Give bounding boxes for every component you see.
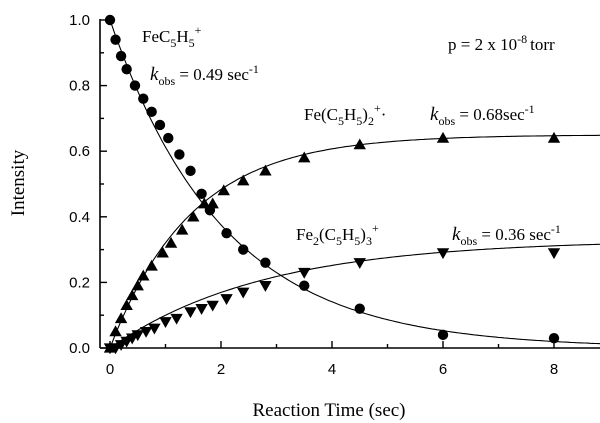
data-point-triangle-up <box>145 259 158 271</box>
data-point-triangle-up <box>259 164 272 176</box>
data-points <box>103 14 561 355</box>
y-tick-label: 1.0 <box>69 12 90 29</box>
axis-ticks: 0 2 4 6 8 0.0 0.2 0.4 0.6 0.8 1.0 <box>69 12 558 378</box>
data-point-triangle-up <box>206 197 219 209</box>
data-point-triangle-down <box>131 330 144 342</box>
data-point-triangle-down <box>148 323 161 335</box>
x-tick-label: 2 <box>217 361 225 378</box>
series-label-fec5h5: FeC5H5+ <box>142 23 202 50</box>
data-point-triangle-down <box>547 248 561 260</box>
data-point-triangle-up <box>126 289 139 301</box>
y-tick-label: 0.8 <box>69 78 90 95</box>
data-point-circle <box>121 63 132 75</box>
data-point-circle <box>185 165 196 177</box>
data-point-triangle-up <box>156 246 169 258</box>
kobs-label-fec5h5: kobs = 0.49 sec-1 <box>150 62 259 88</box>
data-point-triangle-down <box>206 300 219 312</box>
data-point-triangle-up <box>547 131 561 143</box>
data-point-triangle-up <box>137 269 150 281</box>
data-point-triangle-down <box>298 267 311 279</box>
data-point-triangle-up <box>237 174 250 186</box>
data-point-triangle-up <box>198 197 211 209</box>
y-tick-label: 0.6 <box>69 143 90 160</box>
data-point-circle <box>548 332 560 344</box>
data-point-circle <box>260 257 271 268</box>
data-point-triangle-down <box>195 303 208 315</box>
series-label-fe-c5h5-2: Fe(C5H5)2+· <box>304 101 386 128</box>
data-point-circle <box>146 106 157 118</box>
y-axis-title: Intensity <box>8 149 29 216</box>
data-point-triangle-up <box>217 184 230 196</box>
y-tick-label: 0.0 <box>69 340 90 357</box>
data-point-triangle-down <box>170 313 183 325</box>
data-point-triangle-down <box>139 326 153 338</box>
data-point-circle <box>238 244 249 255</box>
data-point-triangle-up <box>175 223 189 235</box>
kobs-label-fe2-c5h5-3: kobs = 0.36 sec-1 <box>452 222 561 248</box>
data-point-circle <box>138 93 149 104</box>
data-point-circle <box>196 188 207 200</box>
data-point-triangle-down <box>159 317 172 328</box>
data-point-circle <box>221 228 232 239</box>
data-point-triangle-up <box>353 138 366 150</box>
data-point-triangle-down <box>259 281 272 292</box>
series-label-fe2-c5h5-3: Fe2(C5H5)3+ <box>296 221 379 248</box>
data-point-circle <box>174 149 185 160</box>
data-point-triangle-up <box>131 279 144 291</box>
data-point-circle <box>163 132 174 144</box>
data-point-circle <box>110 34 121 45</box>
kobs-label-fe-c5h5-2: kobs = 0.68sec-1 <box>430 102 535 128</box>
data-point-triangle-up <box>164 236 178 248</box>
data-point-circle <box>437 329 449 341</box>
data-point-circle <box>154 119 166 131</box>
data-point-circle <box>354 303 365 314</box>
y-tick-label: 0.2 <box>69 274 90 291</box>
data-point-triangle-down <box>436 248 450 260</box>
x-tick-label: 0 <box>106 361 114 378</box>
data-point-triangle-down <box>184 307 197 319</box>
data-point-triangle-up <box>109 325 122 337</box>
x-tick-label: 4 <box>328 361 336 378</box>
data-point-triangle-down <box>237 287 250 299</box>
data-point-triangle-up <box>114 312 128 324</box>
data-point-circle <box>104 14 116 26</box>
data-point-triangle-up <box>120 299 133 311</box>
y-tick-label: 0.4 <box>69 209 90 226</box>
data-point-triangle-down <box>353 258 366 269</box>
data-point-circle <box>129 80 141 91</box>
x-tick-label: 8 <box>550 361 558 378</box>
data-point-triangle-up <box>298 151 311 163</box>
x-tick-label: 6 <box>439 361 447 378</box>
data-point-triangle-up <box>436 131 450 143</box>
pressure-annotation: p = 2 x 10-8 torr <box>448 32 555 54</box>
data-point-triangle-up <box>187 210 200 222</box>
data-point-triangle-down <box>220 294 233 305</box>
data-point-circle <box>299 280 310 291</box>
data-point-circle <box>115 50 127 62</box>
x-axis-title: Reaction Time (sec) <box>252 400 405 421</box>
